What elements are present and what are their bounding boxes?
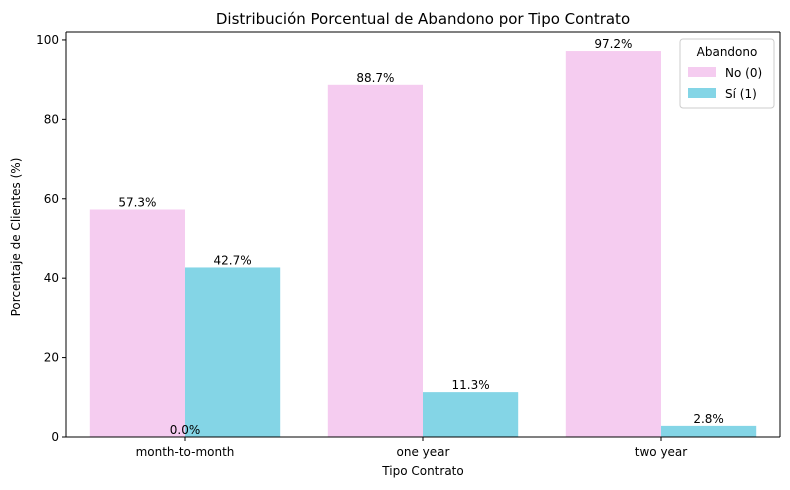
y-tick-label: 100 [36,33,59,47]
chart-title: Distribución Porcentual de Abandono por … [216,10,630,28]
bar-si-0 [185,267,281,437]
x-tick-label: one year [397,445,450,459]
bar-no-0 [89,209,185,437]
x-axis-label: Tipo Contrato [381,464,463,478]
bar-no-1 [327,84,423,437]
y-tick-label: 80 [44,112,59,126]
y-tick-label: 60 [44,192,59,206]
legend-label: No (0) [725,66,762,80]
y-axis-label: Porcentaje de Clientes (%) [9,158,23,317]
x-tick-label: month-to-month [136,445,235,459]
data-label: 11.3% [452,378,490,392]
bar-si-1 [423,392,519,437]
y-tick-label: 40 [44,271,59,285]
x-tick-label: two year [635,445,688,459]
data-label: 42.7% [214,253,252,267]
plot-area: 57.3% 88.7% 97.2% 42.7% 11.3% 2.8% 0.0% 0 20 40 60… [36,31,781,459]
data-label: 88.7% [356,71,394,85]
bar-si-2 [661,425,757,437]
legend-swatch [688,88,716,98]
annotation-label: 0.0% [170,423,201,437]
legend-label: Sí (1) [725,87,757,101]
bar-no-2 [565,51,661,437]
data-label: 57.3% [118,195,156,209]
y-tick-label: 0 [51,430,59,444]
legend-title: Abandono [697,45,758,59]
data-label: 2.8% [693,412,724,426]
legend-swatch [688,67,716,77]
legend: Abandono No (0) Sí (1) [679,38,775,109]
data-label: 97.2% [594,37,632,51]
y-tick-label: 20 [44,351,59,365]
